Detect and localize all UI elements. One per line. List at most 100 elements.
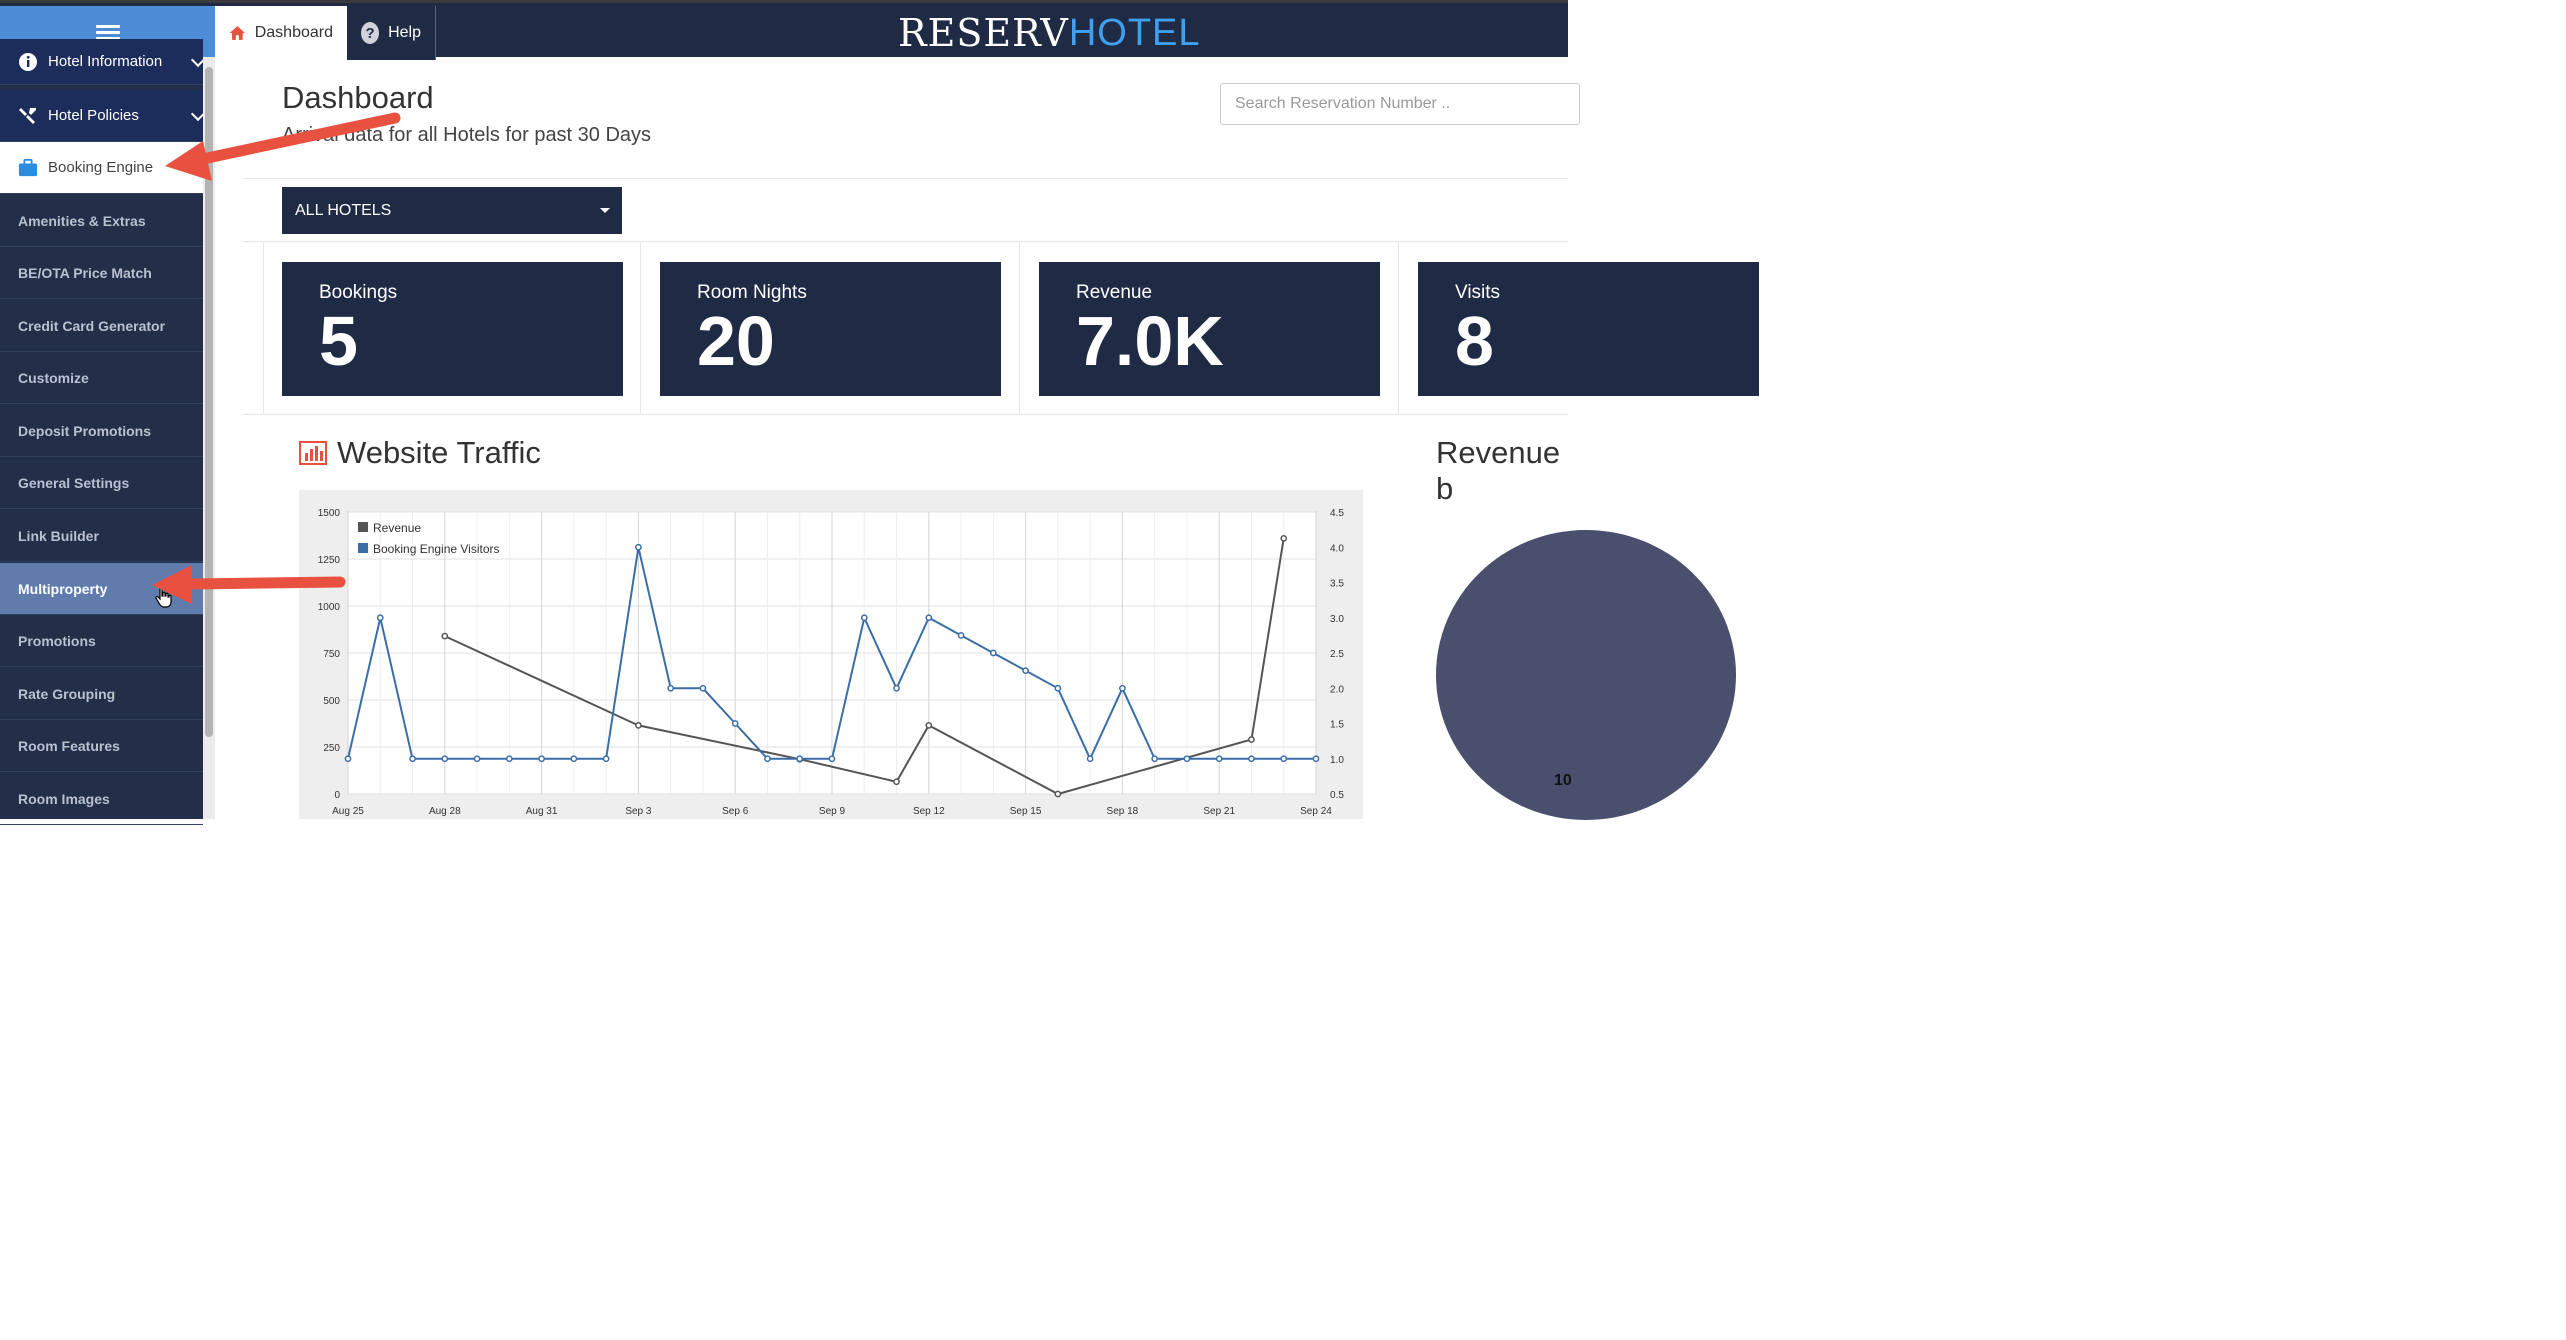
data-point [989,649,997,657]
tools-icon [18,106,38,126]
stat-card-room-nights: Room Nights 20 [660,262,1001,396]
sidebar-item-credit-card-generator[interactable]: Credit Card Generator [0,300,203,352]
legend-swatch [358,543,368,553]
sidebar-item-label: Hotel Policies [48,107,139,124]
sidebar-item-rate-grouping[interactable]: Rate Grouping [0,668,203,720]
sidebar-item-hotel-information[interactable]: Hotel Information [0,39,206,85]
website-traffic-chart: 0 250 500 750 1000 1250 1500 0.5 1.0 1.5 2.0 2.5 3.0… [299,490,1363,819]
divider [1019,242,1020,414]
stat-label: Room Nights [697,282,807,303]
sidebar-scrollbar[interactable] [203,57,215,819]
data-point [602,755,610,763]
x-tick-label: Sep 9 [819,806,846,817]
sidebar-item-be-ota-price-match[interactable]: BE/OTA Price Match [0,247,203,299]
data-point [1054,684,1062,692]
data-point [1022,667,1029,674]
stats-row: Bookings 5 Room Nights 20 Revenue 7.0K V… [243,241,1759,415]
x-tick-label: Sep 24 [1300,806,1332,817]
stat-value: 5 [319,302,358,380]
divider [263,242,264,414]
data-point [538,755,545,763]
question-icon: ? [361,22,380,44]
data-point [699,684,707,692]
data-point [860,614,868,622]
top-bar: Dashboard ? Help RESERV HOTEL [0,0,1568,60]
data-point [957,632,965,639]
bar-chart-icon [299,441,327,465]
legend-label: Revenue [373,521,421,535]
sidebar-item-label: General Settings [18,474,130,491]
sidebar-item-label: BE/OTA Price Match [18,264,152,281]
y-left-tick-label: 1000 [318,602,341,613]
data-point [1280,755,1288,763]
data-point [1119,684,1126,692]
y-right-tick-label: 1.5 [1330,720,1344,731]
data-point [1151,755,1159,763]
y-left-tick-label: 1500 [318,508,341,519]
hotel-select-value: ALL HOTELS [295,201,392,219]
stat-label: Bookings [319,282,398,303]
sidebar-item-label: Promotions [18,632,96,649]
x-tick-label: Aug 31 [526,806,558,817]
search-reservation-input[interactable] [1220,83,1580,125]
y-right-tick-label: 3.5 [1330,579,1344,590]
data-point [925,614,933,622]
data-point [441,755,449,763]
data-point [893,778,900,786]
sidebar-item-label: Customize [18,369,89,386]
sidebar-item-booking-engine[interactable]: Booking Engine [0,142,203,194]
sidebar-item-customize[interactable]: Customize [0,352,203,404]
y-left-tick-label: 750 [323,649,340,660]
website-traffic-title: Website Traffic [299,435,541,471]
series-line-revenue [444,538,1285,796]
hotel-select[interactable]: ALL HOTELS [282,187,622,234]
sidebar-item-general-settings[interactable]: General Settings [0,457,203,509]
x-tick-label: Sep 15 [1010,806,1042,817]
x-tick-label: Aug 28 [429,806,461,817]
sidebar-item-amenities-extras[interactable]: Amenities & Extras [0,195,203,247]
sidebar-item-hotel-policies[interactable]: Hotel Policies [0,90,206,142]
stat-card-revenue: Revenue 7.0K [1039,262,1380,396]
data-point [473,755,481,763]
website-traffic-chart-svg: 0 250 500 750 1000 1250 1500 0.5 1.0 1.5 2.0 2.5 3.0… [318,508,1345,817]
tab-help[interactable]: ? Help [347,6,436,60]
data-point [344,755,352,763]
data-point [731,720,739,727]
sidebar-item-room-features[interactable]: Room Features [0,720,203,772]
revenue-pie-slice [1436,530,1736,820]
sidebar-item-promotions[interactable]: Promotions [0,615,203,667]
tab-dashboard[interactable]: Dashboard [215,6,347,60]
data-point [441,632,449,640]
sidebar-item-deposit-promotions[interactable]: Deposit Promotions [0,405,203,457]
revenue-section-title: Revenue b [1436,435,1568,507]
y-left-tick-label: 1250 [318,555,341,566]
sidebar-scroll-thumb[interactable] [205,67,213,737]
stat-value: 8 [1455,302,1494,380]
data-point [1280,534,1288,542]
data-point [764,755,771,763]
stat-value: 20 [697,302,775,380]
logo-part-2: HOTEL [1068,11,1201,54]
reservhotel-logo: RESERV HOTEL [898,9,1201,57]
legend-label: Booking Engine Visitors [373,542,500,556]
tab-dashboard-label: Dashboard [254,24,333,41]
sidebar-item-label: Booking Engine [48,159,154,176]
y-right-tick-label: 0.5 [1330,790,1344,801]
stat-label: Revenue [1076,282,1153,303]
data-point [635,722,642,729]
sidebar-item-link-builder[interactable]: Link Builder [0,510,203,562]
hand-cursor-icon [155,585,172,608]
sidebar-item-label: Credit Card Generator [18,317,166,334]
page-subtitle: Arrival data for all Hotels for past 30 … [282,124,652,146]
data-point [667,684,675,692]
hamburger-icon [95,25,120,41]
data-point [1086,755,1094,763]
y-left-tick-label: 250 [323,743,340,754]
x-tick-label: Sep 18 [1107,806,1139,817]
x-tick-label: Sep 3 [625,806,652,817]
data-point [1215,755,1223,763]
data-point [893,684,900,692]
sidebar-item-multiproperty[interactable]: Multiproperty [0,563,203,615]
sidebar-item-room-images[interactable]: Room Images [0,773,203,825]
stat-card-bookings: Bookings 5 [282,262,623,396]
